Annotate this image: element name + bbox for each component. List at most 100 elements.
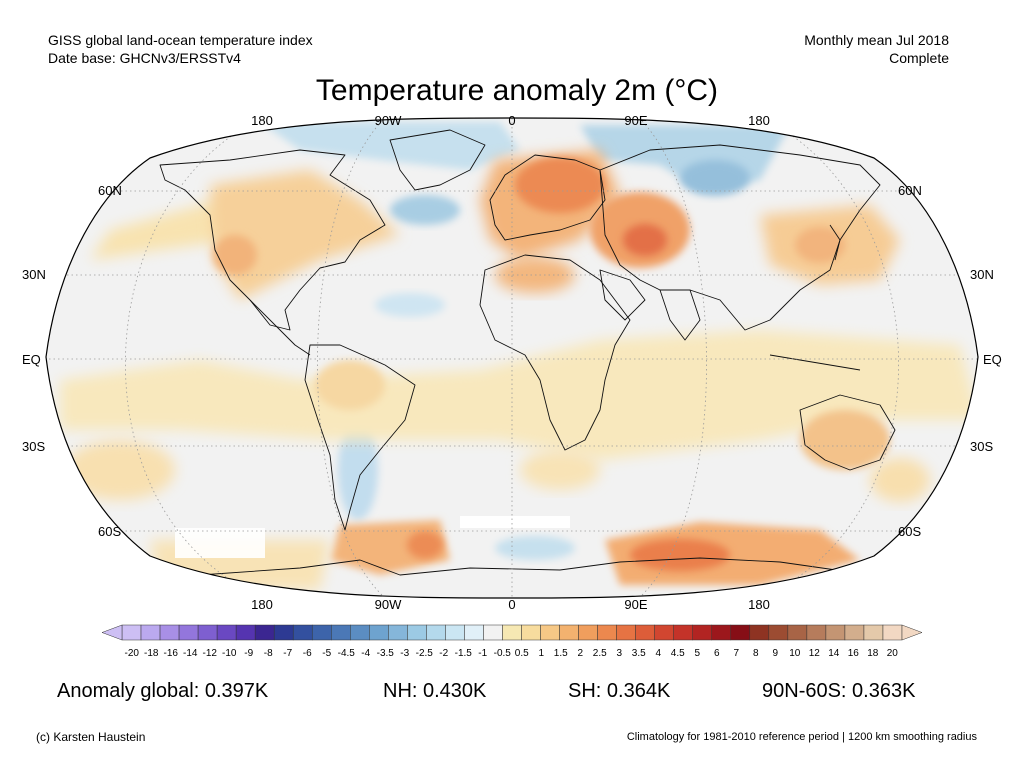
colorbar-box: [369, 624, 389, 641]
colorbar-tick-label: -2.5: [416, 648, 434, 659]
south-america-warm: [315, 360, 385, 410]
africa-outline: [479, 254, 631, 451]
colorbar-tick-label: 8: [753, 648, 759, 659]
header-dataset: GISS global land-ocean temperature index: [48, 32, 313, 48]
australia-outline: [799, 394, 896, 471]
stat-polar-anomaly: 90N-60S: 0.363K: [762, 680, 916, 702]
footer-climatology: Climatology for 1981-2010 reference peri…: [626, 731, 977, 743]
colorbar-box: [464, 624, 484, 641]
arctic-cool-anomaly: [260, 122, 520, 170]
colorbar-tick-label: 14: [828, 648, 840, 659]
colorbar-box: [502, 624, 522, 641]
colorbar-box: [863, 624, 884, 641]
colorbar-tick-label: -9: [244, 648, 253, 659]
colorbar-box: [597, 624, 617, 641]
anomaly-field: [46, 118, 978, 598]
graticule: [46, 118, 978, 598]
antarctic-cool: [495, 536, 575, 560]
antarctica-outline: [199, 557, 851, 576]
lat-label-right-eq: EQ: [983, 352, 1002, 367]
north-pacific-warm: [90, 190, 250, 260]
lon-label-top-180e: 180: [748, 113, 770, 128]
colorbar-tick-label: 1: [538, 648, 544, 659]
colorbar-box: [768, 624, 789, 641]
lon-label-bottom-90e: 90E: [624, 597, 648, 612]
colorbar-tick-label: 16: [848, 648, 860, 659]
anomaly-shading: [60, 122, 978, 590]
central-asia-core: [623, 224, 667, 256]
footer-credit: (c) Karsten Haustein: [36, 730, 146, 744]
map-title: Temperature anomaly 2m (°C): [315, 74, 719, 107]
colorbar-box: [578, 624, 598, 641]
colorbar-tick-label: 10: [789, 648, 801, 659]
lat-label-left-60n: 60N: [98, 183, 122, 198]
colorbar-tick-label: 4.5: [671, 648, 685, 659]
header-status: Complete: [889, 50, 949, 66]
lon-label-top-180w: 180: [251, 113, 273, 128]
argentina-cool: [338, 420, 378, 520]
lat-label-right-30s: 30S: [970, 439, 994, 454]
missing-data-antarctic: [460, 516, 570, 528]
lat-label-right-30n: 30N: [970, 267, 994, 282]
lon-label-top-0: 0: [508, 113, 516, 128]
greenland-cool: [390, 195, 460, 225]
north-america-outline: [159, 149, 386, 331]
colorbar-box: [673, 624, 693, 641]
arabia-outline: [599, 269, 646, 321]
colorbar-box: [483, 624, 503, 641]
colorbar-tick-label: 18: [867, 648, 879, 659]
missing-data-pacific: [175, 528, 265, 558]
colorbar-tick-label: -3.5: [377, 648, 395, 659]
temperature-anomaly-map: [45, 117, 979, 599]
colorbar-box: [426, 624, 446, 641]
colorbar-box: [273, 624, 294, 641]
colorbar-box: [216, 624, 237, 641]
lon-label-bottom-0: 0: [508, 597, 516, 612]
south-america-outline: [304, 344, 416, 531]
colorbar-box: [311, 624, 332, 641]
colorbar-boxes: [101, 624, 923, 641]
scandinavia-warm-core: [515, 157, 605, 213]
colorbar-box: [882, 624, 903, 641]
colorbar-tick-label: -8: [264, 648, 273, 659]
colorbar-box: [331, 624, 351, 641]
colorbar-box: [654, 624, 674, 641]
lon-label-top-90e: 90E: [624, 113, 648, 128]
australia-warm: [800, 410, 890, 470]
lon-label-bottom-180e: 180: [748, 597, 770, 612]
colorbar-box: [730, 624, 751, 641]
colorbar-tick-label: 6: [714, 648, 720, 659]
colorbar-box: [121, 624, 142, 641]
colorbar-box: [616, 624, 636, 641]
colorbar-tick-label: 0.5: [515, 648, 529, 659]
colorbar-tick-label: 2: [577, 648, 583, 659]
colorbar-tick-label: 12: [809, 648, 821, 659]
colorbar-box: [388, 624, 408, 641]
india-outline: [659, 289, 701, 341]
colorbar-tick-label: -1.5: [455, 648, 473, 659]
header-database: Date base: GHCNv3/ERSSTv4: [48, 50, 241, 66]
colorbar-box: [806, 624, 827, 641]
colorbar-box: [197, 624, 218, 641]
colorbar-tick-label: 9: [772, 648, 778, 659]
colorbar-tick-label: -4.5: [338, 648, 356, 659]
colorbar-tick-label: -12: [203, 648, 218, 659]
colorbar-box: [787, 624, 808, 641]
meridian-180-right: [761, 118, 899, 598]
colorbar-box: [445, 624, 465, 641]
colorbar-tick-label: 20: [887, 648, 899, 659]
colorbar-tick-label: -3: [400, 648, 409, 659]
indonesia-outline: [769, 354, 861, 371]
colorbar-tick-label: -1: [478, 648, 487, 659]
colorbar-tick-label: -4: [361, 648, 370, 659]
colorbar-box: [292, 624, 313, 641]
south-atlantic-warm: [520, 450, 600, 490]
lat-label-left-60s: 60S: [98, 524, 122, 539]
south-pacific-warm: [65, 440, 175, 500]
colorbar-tick-label: 3.5: [632, 648, 646, 659]
kara-cool-core: [680, 160, 750, 196]
colorbar-box: [559, 624, 579, 641]
colorbar-tick-label: -6: [303, 648, 312, 659]
tropics-warm-band: [60, 330, 978, 460]
colorbar-tick-label: 7: [733, 648, 739, 659]
